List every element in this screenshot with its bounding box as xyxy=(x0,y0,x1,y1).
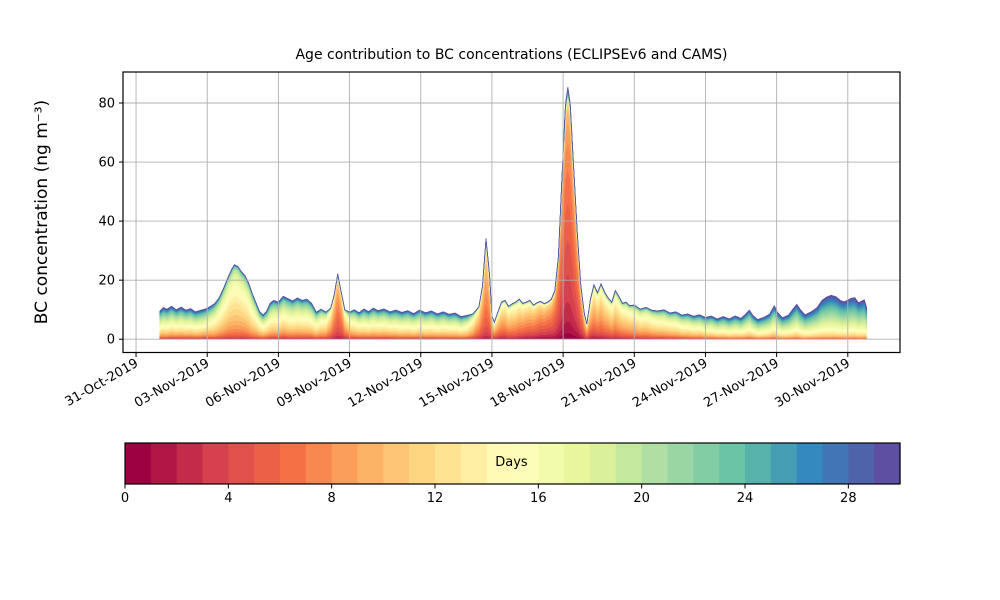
colorbar-label: Days xyxy=(495,455,528,470)
colorbar-tick-label: 0 xyxy=(121,491,129,506)
x-tick-label: 06-Nov-2019 xyxy=(203,356,283,411)
colorbar-tick-label: 12 xyxy=(427,491,444,506)
colorbar-segment xyxy=(305,443,333,484)
y-tick-label: 60 xyxy=(98,156,115,171)
y-tick-label: 40 xyxy=(98,215,115,230)
age-band-10 xyxy=(159,103,868,338)
colorbar-tick-label: 24 xyxy=(737,491,754,506)
colorbar-tick-label: 28 xyxy=(840,491,857,506)
plot-frame xyxy=(122,71,901,354)
colorbar-tick-label: 20 xyxy=(633,491,650,506)
x-tick-label: 15-Nov-2019 xyxy=(417,356,497,411)
y-tick-label: 80 xyxy=(98,97,115,112)
x-tick-label: 24-Nov-2019 xyxy=(630,356,710,411)
age-band-24 xyxy=(159,89,868,325)
colorbar-segment xyxy=(770,443,798,484)
age-band-20 xyxy=(159,92,868,328)
colorbar-segment xyxy=(409,443,436,484)
x-tick-label: 18-Nov-2019 xyxy=(488,356,568,411)
colorbar-segment xyxy=(435,443,462,484)
y-tick-label: 20 xyxy=(98,274,115,289)
colorbar-segment xyxy=(202,443,229,484)
age-band-19 xyxy=(159,93,868,329)
x-tick-label: 03-Nov-2019 xyxy=(132,356,212,411)
x-tick-label: 30-Nov-2019 xyxy=(773,356,853,411)
age-band-28 xyxy=(159,87,868,324)
colorbar-segment xyxy=(150,443,178,484)
colorbar-segment xyxy=(228,443,255,484)
colorbar-segment xyxy=(641,443,669,484)
colorbar-segment xyxy=(357,443,384,484)
colorbar-segment xyxy=(822,443,849,484)
x-tick-label: 21-Nov-2019 xyxy=(559,356,639,411)
chart-title: Age contribution to BC concentrations (E… xyxy=(295,47,728,63)
colorbar-segment xyxy=(745,443,772,484)
age-band-12 xyxy=(159,98,868,337)
age-band-17 xyxy=(159,94,868,331)
colorbar-segment xyxy=(848,443,875,484)
y-tick-label: 0 xyxy=(107,333,115,348)
colorbar-segment xyxy=(538,443,565,484)
colorbar-segment xyxy=(254,443,281,484)
colorbar-segment xyxy=(383,443,410,484)
age-band-16 xyxy=(159,95,868,332)
colorbar-segment xyxy=(615,443,643,484)
age-band-13 xyxy=(159,97,868,336)
age-band-25 xyxy=(159,89,868,325)
colorbar-segment xyxy=(693,443,720,484)
age-band-14 xyxy=(159,96,868,335)
colorbar-tick-label: 4 xyxy=(224,491,232,506)
x-tick-label: 12-Nov-2019 xyxy=(345,356,425,411)
age-band-26 xyxy=(159,88,868,325)
colorbar-segment xyxy=(176,443,204,484)
colorbar-segment xyxy=(564,443,591,484)
age-band-18 xyxy=(159,93,868,330)
colorbar-segment xyxy=(874,443,901,484)
colorbar-segment xyxy=(667,443,694,484)
x-tick-label: 27-Nov-2019 xyxy=(701,356,781,411)
age-band-11 xyxy=(159,99,868,337)
colorbar-tick-label: 16 xyxy=(530,491,547,506)
age-band-21 xyxy=(159,91,868,327)
colorbar-segment xyxy=(460,443,488,484)
age-band-22 xyxy=(159,91,868,326)
colorbar-segment xyxy=(719,443,746,484)
colorbar-segment xyxy=(486,443,514,484)
colorbar-frame xyxy=(124,442,901,485)
colorbar-segment xyxy=(796,443,824,484)
age-band-23 xyxy=(159,90,868,325)
age-band-15 xyxy=(159,95,868,334)
age-band-27 xyxy=(159,88,868,325)
colorbar-segment xyxy=(331,443,359,484)
age-band-29 xyxy=(159,86,868,324)
colorbar-segment xyxy=(280,443,307,484)
colorbar-segment xyxy=(125,443,152,484)
colorbar-segment xyxy=(512,443,539,484)
x-tick-label: 31-Oct-2019 xyxy=(63,356,141,410)
x-tick-label: 09-Nov-2019 xyxy=(274,356,354,411)
colorbar-tick-label: 8 xyxy=(328,491,336,506)
colorbar-segment xyxy=(590,443,617,484)
